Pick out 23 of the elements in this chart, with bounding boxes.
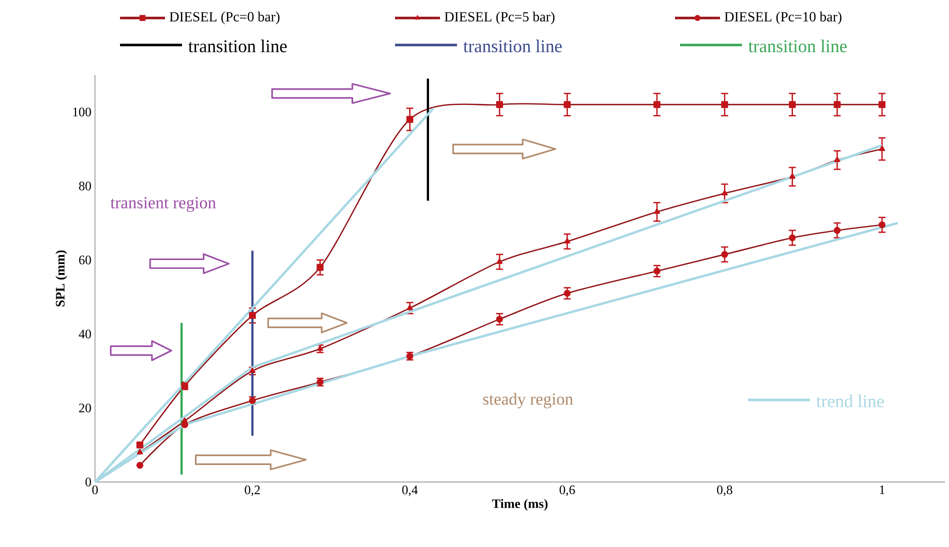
x-tick-label: 1 [880, 486, 885, 494]
x-tick-label: 0,4 [402, 486, 418, 496]
y-axis-title: SPL (mm) [55, 250, 68, 306]
y-tick-label: 0 [86, 478, 91, 486]
legend-label: DIESEL (Pc=0 bar) [170, 12, 280, 24]
y-tick-label: 20 [79, 404, 91, 412]
x-tick-label: 0,6 [560, 486, 575, 496]
legend-label: transition line [748, 40, 847, 52]
y-tick-label: 80 [79, 182, 91, 190]
x-tick-label: 0 [92, 486, 98, 494]
legend-label: DIESEL (Pc=10 bar) [724, 12, 842, 24]
legend-label: DIESEL (Pc=5 bar) [444, 12, 554, 24]
annotation: steady region [483, 392, 574, 408]
y-tick-label: 60 [79, 256, 91, 264]
legend-label: transition line [463, 40, 562, 52]
x-axis-title: Time (ms) [492, 498, 548, 511]
legend-label: trend line [816, 394, 884, 408]
annotation: transient region [110, 197, 216, 212]
legend-label: transition line [188, 40, 287, 52]
x-tick-label: 0,2 [244, 486, 260, 496]
x-tick-label: 0,8 [717, 486, 732, 496]
y-tick-label: 100 [73, 108, 91, 116]
y-tick-label: 40 [78, 330, 91, 338]
